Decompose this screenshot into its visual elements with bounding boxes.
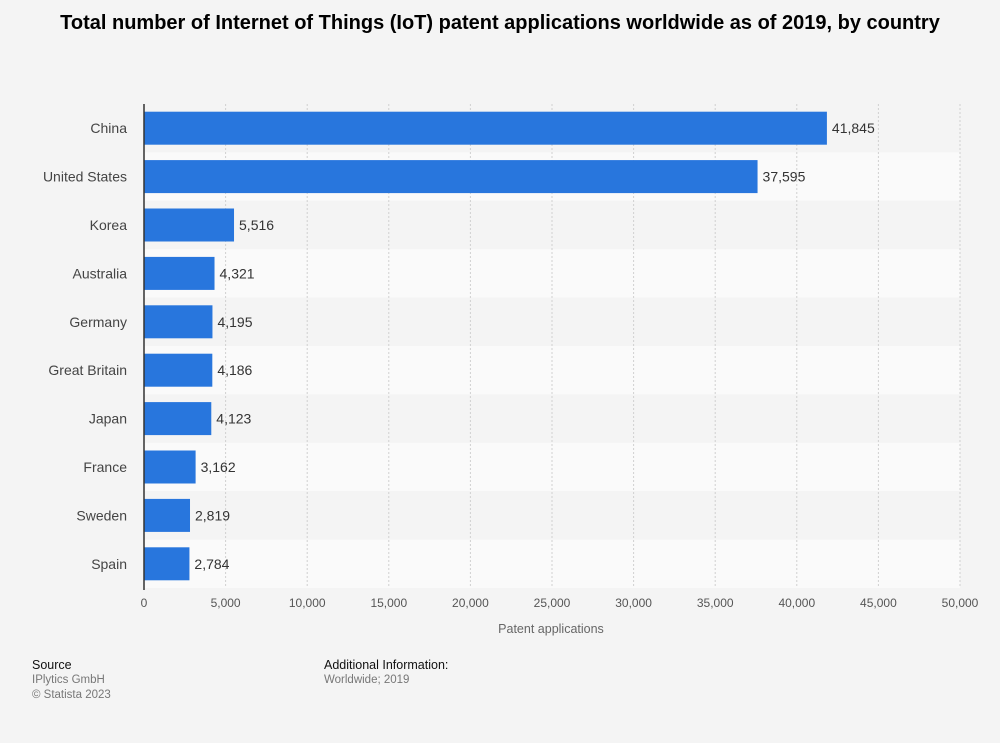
- value-label: 2,819: [195, 507, 230, 523]
- x-tick-label: 15,000: [370, 596, 407, 610]
- row-band: [144, 491, 960, 540]
- x-tick-label: 45,000: [860, 596, 897, 610]
- chart-title: Total number of Internet of Things (IoT)…: [60, 12, 940, 34]
- value-label: 37,595: [763, 169, 806, 185]
- copyright-line: © Statista 2023: [32, 689, 111, 701]
- source-block: Source IPlytics GmbH © Statista 2023: [32, 658, 111, 703]
- value-label: 5,516: [239, 217, 274, 233]
- value-label: 41,845: [832, 120, 875, 136]
- x-tick-label: 35,000: [697, 596, 734, 610]
- category-label: France: [83, 459, 127, 475]
- category-label: Germany: [69, 314, 127, 330]
- value-label: 4,195: [217, 314, 252, 330]
- row-band: [144, 394, 960, 443]
- x-tick-label: 20,000: [452, 596, 489, 610]
- row-band: [144, 539, 960, 588]
- bar: [144, 498, 191, 532]
- category-label: Sweden: [76, 507, 127, 523]
- x-tick-label: 30,000: [615, 596, 652, 610]
- x-tick-label: 10,000: [289, 596, 326, 610]
- x-tick-label: 50,000: [942, 596, 979, 610]
- bar: [144, 402, 212, 436]
- bar: [144, 547, 190, 581]
- x-tick-label: 0: [141, 596, 148, 610]
- x-tick-label: 25,000: [534, 596, 571, 610]
- bar: [144, 208, 235, 242]
- source-line: IPlytics GmbH: [32, 674, 105, 686]
- x-tick-label: 40,000: [778, 596, 815, 610]
- category-label: Spain: [91, 556, 127, 572]
- bar: [144, 160, 758, 194]
- bar-chart: China 41,845 United States 37,595 Korea 5,516…: [43, 104, 979, 636]
- source-heading: Source: [32, 658, 72, 672]
- value-label: 3,162: [201, 459, 236, 475]
- category-label: Australia: [73, 265, 128, 281]
- additional-info-line: Worldwide; 2019: [324, 674, 410, 686]
- x-tick-label: 5,000: [211, 596, 241, 610]
- value-label: 4,123: [216, 411, 251, 427]
- value-label: 4,186: [217, 362, 252, 378]
- value-label: 4,321: [220, 265, 255, 281]
- value-label: 2,784: [194, 556, 229, 572]
- bar: [144, 256, 215, 290]
- category-label: Great Britain: [48, 362, 127, 378]
- category-label: Korea: [90, 217, 128, 233]
- x-axis-title: Patent applications: [498, 622, 604, 636]
- additional-info-block: Additional Information: Worldwide; 2019: [324, 658, 448, 688]
- bar: [144, 305, 213, 339]
- bar: [144, 353, 213, 387]
- bar: [144, 111, 827, 145]
- bar: [144, 450, 196, 484]
- row-band: [144, 442, 960, 492]
- category-label: Japan: [89, 411, 127, 427]
- row-band: [144, 346, 960, 395]
- category-label: United States: [43, 169, 127, 185]
- category-label: China: [90, 120, 127, 136]
- additional-info-heading: Additional Information:: [324, 658, 449, 672]
